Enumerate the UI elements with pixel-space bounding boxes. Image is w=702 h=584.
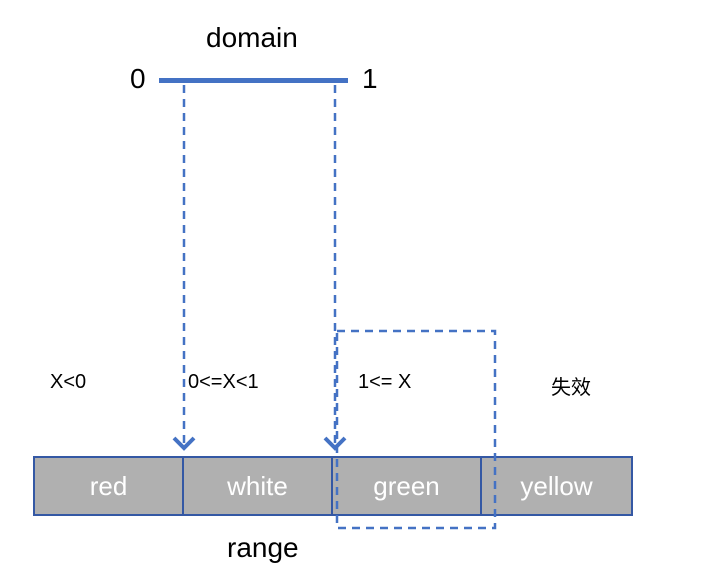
condition-x-lt-0: X<0 [50,371,86,394]
domain-label-1: 1 [362,63,378,95]
condition-0-to-1: 0<=X<1 [188,371,259,394]
range-box-green: green [333,458,482,514]
range-title: range [227,532,299,564]
domain-line [159,78,348,83]
domain-label-0: 0 [130,63,146,95]
range-boxes: red white green yellow [33,456,633,516]
range-box-yellow: yellow [482,458,631,514]
range-box-white: white [184,458,333,514]
condition-x-ge-1: 1<= X [358,371,411,394]
domain-title: domain [206,22,298,54]
range-box-red: red [35,458,184,514]
condition-invalid: 失效 [551,371,591,400]
